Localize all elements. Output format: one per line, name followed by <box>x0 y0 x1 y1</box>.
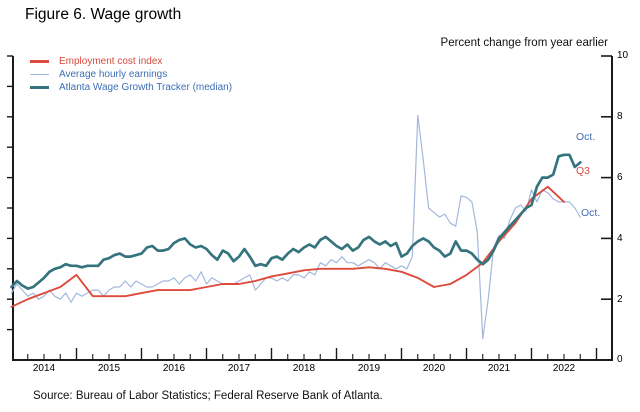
awt-line-swatch <box>30 86 49 89</box>
series-lines <box>10 114 582 340</box>
y-right-ticks <box>601 55 612 301</box>
legend-label-awt: Atlanta Wage Growth Tracker (median) <box>59 82 233 93</box>
y-tick-0: 0 <box>617 354 623 365</box>
legend: Employment cost index Average hourly ear… <box>30 55 232 94</box>
figure-title: Figure 6. Wage growth <box>25 6 182 23</box>
awt-end-label-oct: Oct. <box>576 131 596 143</box>
legend-label-eci: Employment cost index <box>59 56 163 67</box>
x-major-ticks <box>75 348 598 360</box>
ahe-end-label-oct: Oct. <box>581 207 601 219</box>
ahe-series-line <box>10 114 581 340</box>
x-minor-ticks <box>27 354 581 360</box>
x-tick-2018: 2018 <box>292 363 316 374</box>
eci-series-line <box>10 185 565 308</box>
x-tick-2014: 2014 <box>32 363 56 374</box>
legend-item-eci: Employment cost index <box>30 55 232 68</box>
legend-label-ahe: Average hourly earnings <box>59 69 168 80</box>
x-tick-2021: 2021 <box>487 363 511 374</box>
awt-series-line <box>10 153 582 290</box>
y-left-ticks <box>7 55 13 331</box>
eci-end-label-q3: Q3 <box>576 165 591 177</box>
y-tick-2: 2 <box>617 294 623 305</box>
legend-item-ahe: Average hourly earnings <box>30 68 232 81</box>
x-tick-2015: 2015 <box>97 363 121 374</box>
y-tick-8: 8 <box>617 111 623 122</box>
x-tick-2020: 2020 <box>422 363 446 374</box>
x-tick-2019: 2019 <box>357 363 381 374</box>
legend-item-awt: Atlanta Wage Growth Tracker (median) <box>30 81 232 94</box>
y-tick-4: 4 <box>617 233 623 244</box>
source-note: Source: Bureau of Labor Statistics; Fede… <box>33 390 383 402</box>
y-tick-10: 10 <box>617 50 629 61</box>
x-tick-2022: 2022 <box>552 363 576 374</box>
x-tick-2016: 2016 <box>162 363 186 374</box>
eci-line-swatch <box>30 60 49 63</box>
y-tick-6: 6 <box>617 172 623 183</box>
x-tick-2017: 2017 <box>227 363 251 374</box>
ahe-line-swatch <box>30 73 49 76</box>
y-axis-units-label: Percent change from year earlier <box>440 37 608 49</box>
